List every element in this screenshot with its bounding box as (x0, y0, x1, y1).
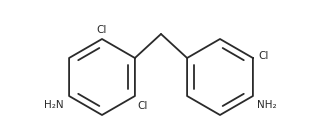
Text: Cl: Cl (258, 51, 268, 61)
Text: Cl: Cl (97, 25, 107, 35)
Text: Cl: Cl (137, 101, 147, 111)
Text: NH₂: NH₂ (257, 100, 276, 110)
Text: H₂N: H₂N (45, 100, 64, 110)
